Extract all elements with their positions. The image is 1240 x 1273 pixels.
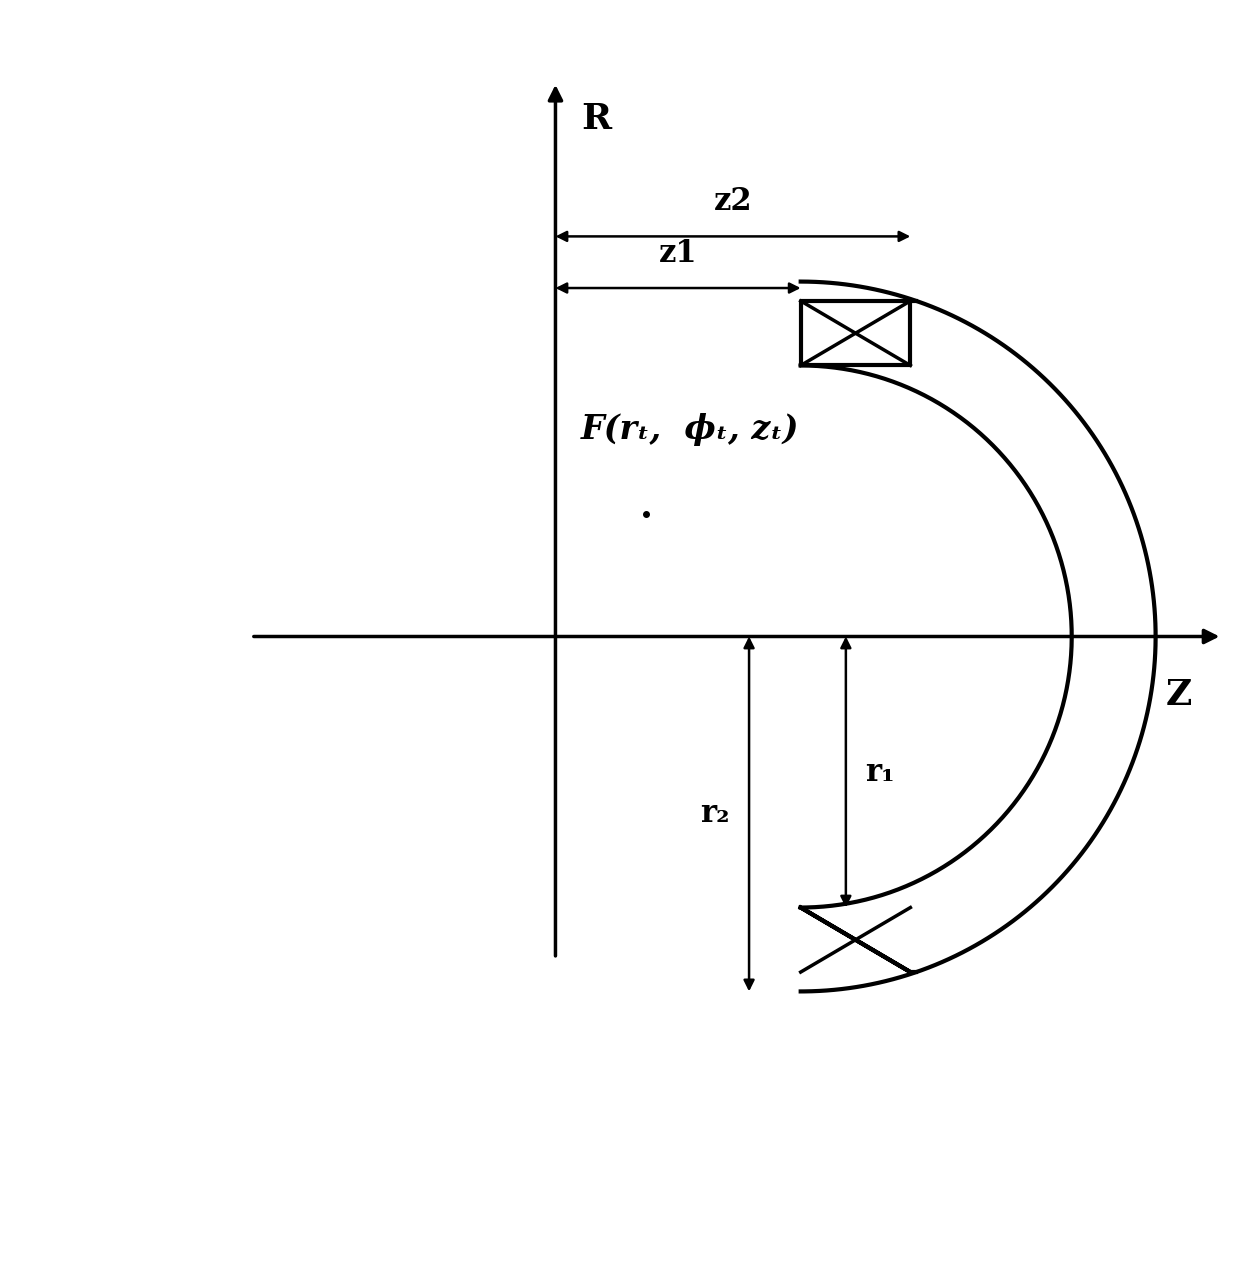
- Text: R: R: [582, 102, 611, 136]
- Text: F(rₜ,  ϕₜ, zₜ): F(rₜ, ϕₜ, zₜ): [582, 414, 800, 447]
- Text: z1: z1: [658, 238, 697, 269]
- Text: r₁: r₁: [866, 756, 895, 788]
- Text: r₂: r₂: [701, 798, 729, 830]
- Text: Z: Z: [1166, 679, 1192, 713]
- Text: z2: z2: [713, 186, 753, 216]
